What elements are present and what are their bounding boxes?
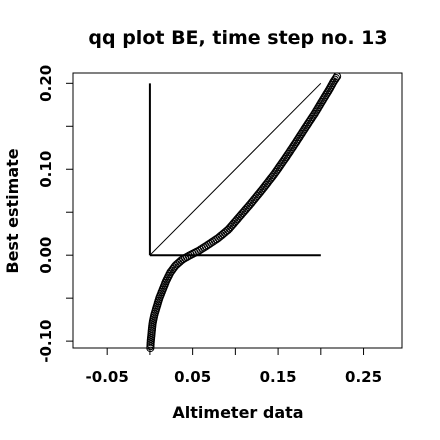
y-tick-label: 0.00 bbox=[37, 237, 55, 274]
y-tick-label: -0.10 bbox=[37, 320, 55, 363]
y-tick-label: 0.20 bbox=[37, 65, 55, 102]
chart-title: qq plot BE, time step no. 13 bbox=[88, 27, 387, 49]
x-tick-label: 0.05 bbox=[174, 368, 211, 386]
reference-lines bbox=[148, 82, 322, 257]
data-point bbox=[223, 225, 233, 235]
y-tick-label: 0.10 bbox=[37, 151, 55, 188]
data-point bbox=[332, 72, 342, 81]
x-tick-label: 0.25 bbox=[345, 368, 382, 386]
reference-line-identity bbox=[149, 82, 322, 256]
data-point bbox=[331, 74, 341, 83]
y-axis-label: Best estimate bbox=[3, 148, 22, 273]
x-tick-label: 0.15 bbox=[260, 368, 297, 386]
data-points bbox=[146, 72, 342, 353]
y-axis: -0.10 0.00 0.10 0.20 bbox=[37, 65, 73, 363]
x-axis: -0.05 0.05 0.15 0.25 bbox=[86, 348, 382, 386]
x-tick-label: -0.05 bbox=[86, 368, 129, 386]
x-axis-label: Altimeter data bbox=[172, 403, 303, 422]
plot-frame bbox=[72, 72, 403, 349]
